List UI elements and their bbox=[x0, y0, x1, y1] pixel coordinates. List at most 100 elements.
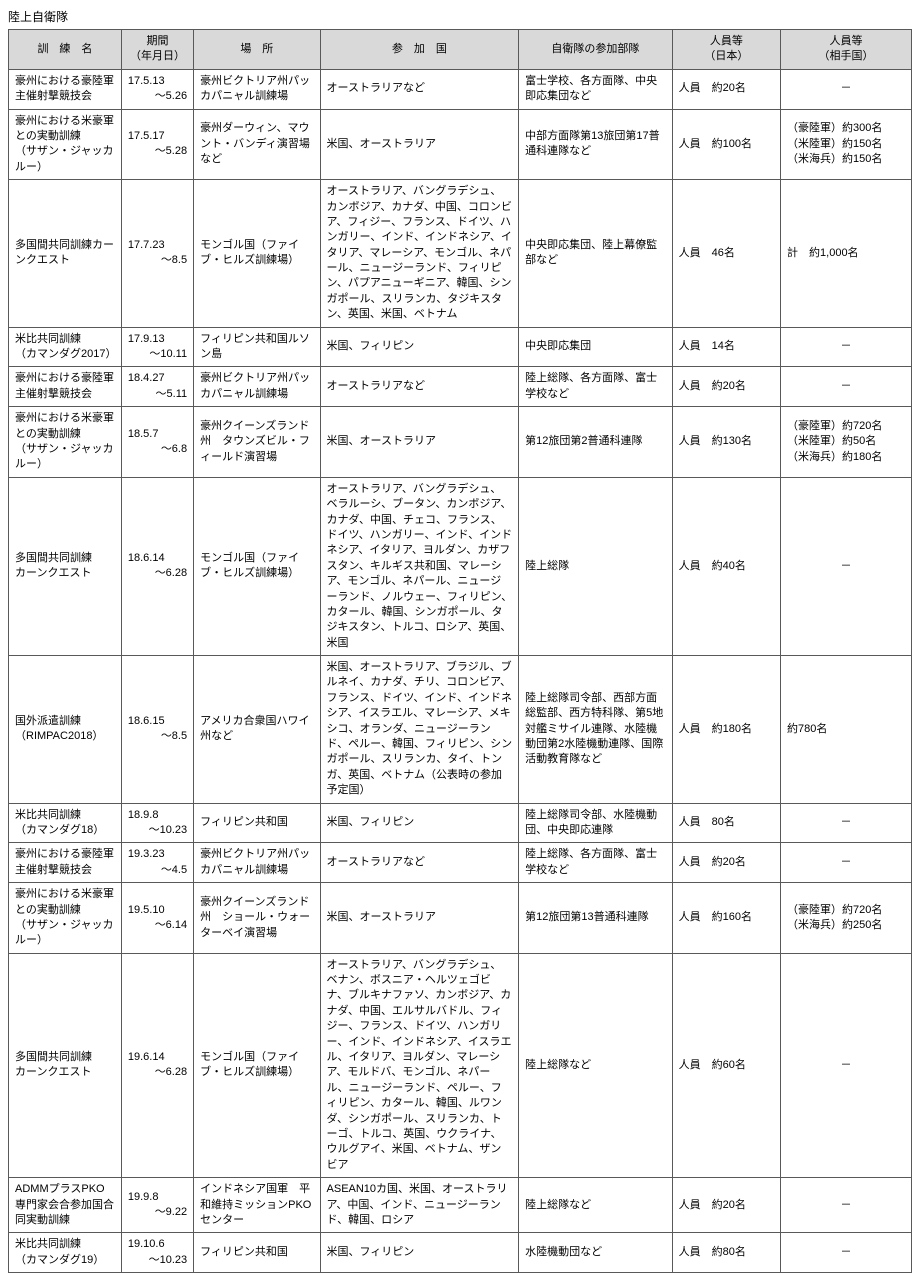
cell-units: 陸上総隊司令部、西部方面総監部、西方特科隊、第5地対艦ミサイル連隊、水陸機動団第… bbox=[519, 656, 673, 804]
cell-period: 17.5.17～5.28 bbox=[121, 109, 193, 180]
cell-countries: オーストラリアなど bbox=[320, 843, 519, 883]
cell-personnel-jp: 人員 46名 bbox=[672, 180, 780, 328]
cell-period: 17.7.23～8.5 bbox=[121, 180, 193, 328]
cell-countries: オーストラリア、バングラデシュ、ベナン、ボスニア・ヘルツェゴビナ、ブルキナファソ… bbox=[320, 953, 519, 1177]
cell-personnel-other: － bbox=[781, 477, 912, 655]
table-row: ADMMプラスPKO専門家会合参加国合同実動訓練19.9.8～9.22インドネシ… bbox=[9, 1178, 912, 1233]
cell-name: 豪州における豪陸軍主催射撃競技会 bbox=[9, 843, 122, 883]
cell-name: 豪州における米豪軍との実動訓練（サザン・ジャッカルー） bbox=[9, 109, 122, 180]
cell-period: 18.5.7～6.8 bbox=[121, 407, 193, 478]
cell-personnel-other: － bbox=[781, 953, 912, 1177]
cell-personnel-jp: 人員 約100名 bbox=[672, 109, 780, 180]
cell-place: モンゴル国（ファイブ・ヒルズ訓練場） bbox=[194, 477, 320, 655]
th-personnel-jp: 人員等（日本） bbox=[672, 30, 780, 70]
table-row: 米比共同訓練（カマンダグ19）19.10.6～10.23フィリピン共和国米国、フ… bbox=[9, 1233, 912, 1273]
cell-countries: 米国、フィリピン bbox=[320, 1233, 519, 1273]
cell-name: 豪州における米豪軍との実動訓練（サザン・ジャッカルー） bbox=[9, 407, 122, 478]
cell-personnel-other: － bbox=[781, 69, 912, 109]
cell-place: 豪州クイーンズランド州 ショール・ウォーターベイ演習場 bbox=[194, 883, 320, 954]
cell-personnel-jp: 人員 約130名 bbox=[672, 407, 780, 478]
cell-personnel-other: － bbox=[781, 843, 912, 883]
table-title: 陸上自衛隊 bbox=[8, 8, 912, 25]
cell-units: 陸上総隊 bbox=[519, 477, 673, 655]
cell-personnel-other: － bbox=[781, 803, 912, 843]
cell-personnel-jp: 人員 80名 bbox=[672, 803, 780, 843]
th-units: 自衛隊の参加部隊 bbox=[519, 30, 673, 70]
th-countries: 参 加 国 bbox=[320, 30, 519, 70]
training-table: 訓 練 名 期間（年月日） 場 所 参 加 国 自衛隊の参加部隊 人員等（日本）… bbox=[8, 29, 912, 1273]
cell-period: 19.3.23～4.5 bbox=[121, 843, 193, 883]
table-row: 豪州における米豪軍との実動訓練（サザン・ジャッカルー）18.5.7～6.8豪州ク… bbox=[9, 407, 912, 478]
cell-personnel-other: 計 約1,000名 bbox=[781, 180, 912, 328]
cell-personnel-other: （豪陸軍）約720名（米海兵）約250名 bbox=[781, 883, 912, 954]
cell-units: 陸上総隊など bbox=[519, 953, 673, 1177]
table-row: 多国間共同訓練カーンクエスト17.7.23～8.5モンゴル国（ファイブ・ヒルズ訓… bbox=[9, 180, 912, 328]
cell-name: 米比共同訓練（カマンダグ2017） bbox=[9, 327, 122, 367]
cell-personnel-other: － bbox=[781, 367, 912, 407]
cell-countries: ASEAN10カ国、米国、オーストラリア、中国、インド、ニュージーランド、韓国、… bbox=[320, 1178, 519, 1233]
cell-personnel-jp: 人員 約180名 bbox=[672, 656, 780, 804]
table-row: 国外派遣訓練（RIMPAC2018）18.6.15～8.5アメリカ合衆国ハワイ州… bbox=[9, 656, 912, 804]
cell-place: 豪州ビクトリア州パッカパニャル訓練場 bbox=[194, 69, 320, 109]
cell-personnel-jp: 人員 14名 bbox=[672, 327, 780, 367]
cell-place: アメリカ合衆国ハワイ州など bbox=[194, 656, 320, 804]
cell-place: フィリピン共和国 bbox=[194, 1233, 320, 1273]
table-body: 豪州における豪陸軍主催射撃競技会17.5.13～5.26豪州ビクトリア州パッカパ… bbox=[9, 69, 912, 1272]
cell-personnel-jp: 人員 約20名 bbox=[672, 367, 780, 407]
cell-countries: 米国、オーストラリア bbox=[320, 883, 519, 954]
cell-units: 中央即応集団、陸上幕僚監部など bbox=[519, 180, 673, 328]
cell-name: 米比共同訓練（カマンダグ18） bbox=[9, 803, 122, 843]
cell-personnel-jp: 人員 約20名 bbox=[672, 1178, 780, 1233]
cell-period: 19.5.10～6.14 bbox=[121, 883, 193, 954]
table-row: 多国間共同訓練カーンクエスト19.6.14～6.28モンゴル国（ファイブ・ヒルズ… bbox=[9, 953, 912, 1177]
cell-personnel-other: － bbox=[781, 327, 912, 367]
cell-period: 17.9.13～10.11 bbox=[121, 327, 193, 367]
th-period: 期間（年月日） bbox=[121, 30, 193, 70]
cell-place: インドネシア国軍 平和維持ミッションPKOセンター bbox=[194, 1178, 320, 1233]
table-row: 米比共同訓練（カマンダグ18）18.9.8～10.23フィリピン共和国米国、フィ… bbox=[9, 803, 912, 843]
cell-personnel-other: － bbox=[781, 1233, 912, 1273]
cell-period: 17.5.13～5.26 bbox=[121, 69, 193, 109]
cell-units: 陸上総隊、各方面隊、富士学校など bbox=[519, 367, 673, 407]
cell-personnel-jp: 人員 約40名 bbox=[672, 477, 780, 655]
cell-period: 19.10.6～10.23 bbox=[121, 1233, 193, 1273]
cell-personnel-other: 約780名 bbox=[781, 656, 912, 804]
cell-countries: 米国、オーストラリア bbox=[320, 407, 519, 478]
cell-personnel-other: （豪陸軍）約300名（米陸軍）約150名（米海兵）約150名 bbox=[781, 109, 912, 180]
cell-countries: オーストラリア、バングラデシュ、ベラルーシ、ブータン、カンボジア、カナダ、中国、… bbox=[320, 477, 519, 655]
cell-name: 豪州における豪陸軍主催射撃競技会 bbox=[9, 367, 122, 407]
cell-countries: オーストラリア、バングラデシュ、カンボジア、カナダ、中国、コロンビア、フィジー、… bbox=[320, 180, 519, 328]
cell-place: 豪州ビクトリア州パッカパニャル訓練場 bbox=[194, 843, 320, 883]
cell-name: 多国間共同訓練カーンクエスト bbox=[9, 477, 122, 655]
cell-countries: 米国、オーストラリア bbox=[320, 109, 519, 180]
table-row: 豪州における豪陸軍主催射撃競技会17.5.13～5.26豪州ビクトリア州パッカパ… bbox=[9, 69, 912, 109]
cell-place: フィリピン共和国ルソン島 bbox=[194, 327, 320, 367]
cell-period: 19.6.14～6.28 bbox=[121, 953, 193, 1177]
cell-countries: 米国、オーストラリア、ブラジル、ブルネイ、カナダ、チリ、コロンビア、フランス、ド… bbox=[320, 656, 519, 804]
cell-name: 多国間共同訓練カーンクエスト bbox=[9, 953, 122, 1177]
cell-place: モンゴル国（ファイブ・ヒルズ訓練場） bbox=[194, 953, 320, 1177]
cell-period: 18.4.27～5.11 bbox=[121, 367, 193, 407]
cell-countries: オーストラリアなど bbox=[320, 69, 519, 109]
th-personnel-other: 人員等（相手国） bbox=[781, 30, 912, 70]
cell-name: 米比共同訓練（カマンダグ19） bbox=[9, 1233, 122, 1273]
table-row: 豪州における米豪軍との実動訓練（サザン・ジャッカルー）17.5.17～5.28豪… bbox=[9, 109, 912, 180]
cell-units: 中央即応集団 bbox=[519, 327, 673, 367]
cell-name: 国外派遣訓練（RIMPAC2018） bbox=[9, 656, 122, 804]
cell-personnel-jp: 人員 約60名 bbox=[672, 953, 780, 1177]
cell-place: 豪州クイーンズランド州 タウンズビル・フィールド演習場 bbox=[194, 407, 320, 478]
th-name: 訓 練 名 bbox=[9, 30, 122, 70]
cell-place: 豪州ビクトリア州パッカパニャル訓練場 bbox=[194, 367, 320, 407]
cell-countries: 米国、フィリピン bbox=[320, 803, 519, 843]
cell-units: 第12旅団第2普通科連隊 bbox=[519, 407, 673, 478]
cell-countries: 米国、フィリピン bbox=[320, 327, 519, 367]
cell-period: 18.6.15～8.5 bbox=[121, 656, 193, 804]
cell-name: ADMMプラスPKO専門家会合参加国合同実動訓練 bbox=[9, 1178, 122, 1233]
cell-name: 多国間共同訓練カーンクエスト bbox=[9, 180, 122, 328]
cell-countries: オーストラリアなど bbox=[320, 367, 519, 407]
cell-units: 富士学校、各方面隊、中央即応集団など bbox=[519, 69, 673, 109]
cell-units: 中部方面隊第13旅団第17普通科連隊など bbox=[519, 109, 673, 180]
cell-units: 陸上総隊、各方面隊、富士学校など bbox=[519, 843, 673, 883]
cell-place: 豪州ダーウィン、マウント・バンディ演習場など bbox=[194, 109, 320, 180]
cell-units: 陸上総隊司令部、水陸機動団、中央即応連隊 bbox=[519, 803, 673, 843]
